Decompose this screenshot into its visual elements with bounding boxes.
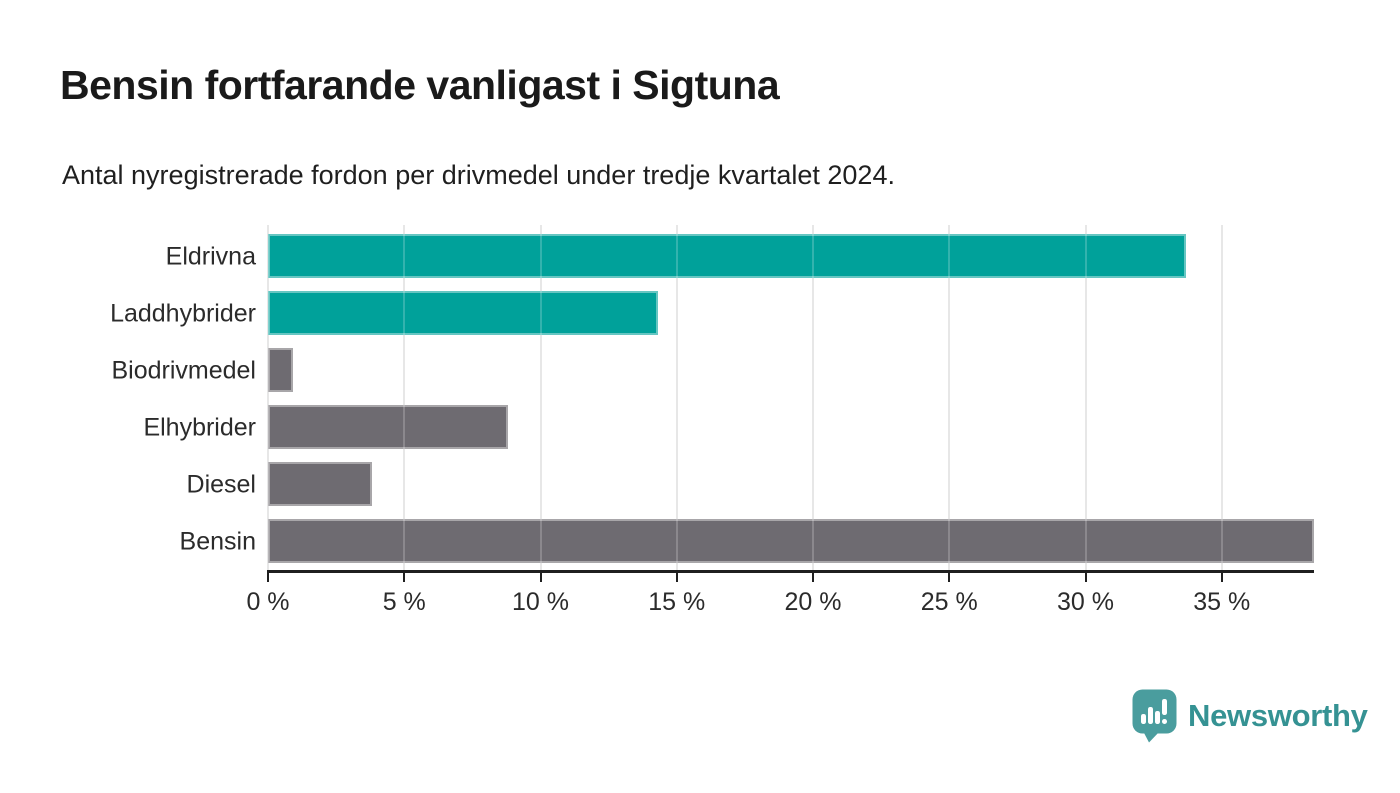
bar-laddhybrider [268,291,658,335]
newsworthy-logo: Newsworthy [1131,688,1368,743]
category-label-bensin: Bensin [179,527,256,555]
x-tick-label: 10 % [512,588,569,616]
x-axis-tick [1220,570,1223,582]
gridline-overlay [1220,225,1223,570]
gridline [948,225,951,570]
category-label-biodrivmedel: Biodrivmedel [111,356,256,384]
bar-row: Laddhybrider [110,285,1358,342]
bar-row: Elhybrider [143,399,1358,456]
gridline-overlay [267,225,269,570]
gridline-overlay [1084,225,1087,570]
x-tick-label: 5 % [382,588,426,616]
x-axis-tick [403,570,406,582]
bar-row: Eldrivna [166,228,1358,285]
bar-row: Diesel [187,456,1358,513]
gridline [539,225,542,570]
bar-rows: Eldrivna Laddhybrider Biodrivmedel Elhybrid… [110,228,1358,570]
bar-diesel [268,462,372,506]
x-axis-tick [812,570,814,582]
plot-area: Eldrivna Laddhybrider Biodrivmedel Elhybrid… [110,225,1358,616]
category-label-diesel: Diesel [186,470,256,498]
x-axis-tick [675,570,678,582]
x-axis-spine [268,570,1315,573]
gridline [403,225,406,570]
bar-elhybrider [268,405,508,449]
gridline-overlay [403,225,406,570]
x-axis-tick [539,570,542,582]
gridline [267,225,269,570]
newsworthy-logo-text: Newsworthy [1188,697,1368,733]
x-tick-label: 25 % [920,588,978,616]
newsworthy-pin-barchart-icon [1132,689,1177,743]
x-tick-label: 15 % [648,588,706,616]
category-label-eldrivna: Eldrivna [165,242,256,270]
gridline-overlay [675,225,678,570]
bar-row: Biodrivmedel [111,342,1358,399]
category-label-elhybrider: Elhybrider [143,413,256,441]
bar-biodrivmedel [268,348,293,392]
bar-bensin [268,519,1315,563]
x-tick-label: 20 % [784,588,842,616]
gridline [675,225,678,570]
chart-subtitle: Antal nyregistrerade fordon per drivmede… [62,160,895,190]
x-axis-tick [1084,570,1087,582]
x-tick-label: 30 % [1057,588,1114,616]
chart-title: Bensin fortfarande vanligast i Sigtuna [60,62,780,108]
gridline-overlay [948,225,951,570]
gridline-overlay [812,225,814,570]
bar-row: Bensin [180,513,1358,570]
x-tick-label: 35 % [1193,588,1251,616]
gridline [812,225,814,570]
gridline-overlay [539,225,542,570]
bar-eldrivna [268,234,1187,278]
gridline [1084,225,1087,570]
category-label-laddhybrider: Laddhybrider [110,299,256,327]
gridline [1220,225,1223,570]
x-axis-tick [267,570,269,582]
x-tick-label: 0 % [246,588,290,616]
x-axis-tick [948,570,951,582]
